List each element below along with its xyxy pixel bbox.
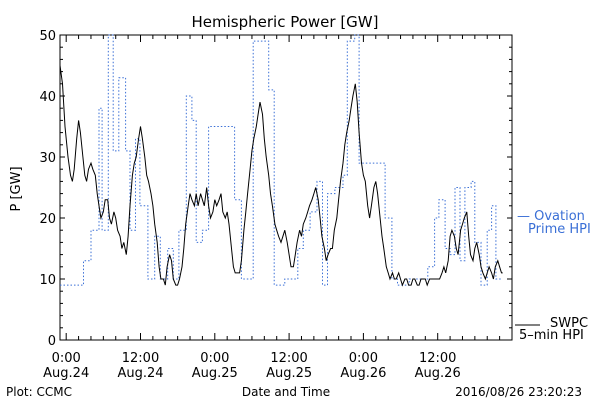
x-tick-time: 0:00	[52, 351, 81, 366]
x-tick-time: 0:00	[200, 351, 229, 366]
series-ovation-prime-hpi-line	[60, 34, 503, 286]
chart-title: Hemispheric Power [GW]	[192, 13, 379, 31]
legend-ovation-line2: Prime HPI	[528, 222, 591, 237]
legend-ovation-line1: — Ovation	[517, 209, 585, 224]
x-tick-time: 12:00	[270, 351, 307, 366]
y-axis-label: P [GW]	[9, 166, 24, 211]
footer-plot-credit: Plot: CCMC	[6, 385, 72, 399]
y-axis: 0 10 20 30 40 50	[39, 29, 512, 349]
plot-area	[59, 34, 513, 341]
series-swpc-hpi-line	[59, 65, 503, 287]
y-tick-label: 0	[48, 334, 56, 349]
x-axis-label: Date and Time	[242, 385, 330, 399]
y-tick-label: 10	[39, 273, 56, 288]
y-tick-label: 50	[39, 29, 56, 44]
x-tick-date: Aug.26	[340, 366, 386, 381]
legend: — Ovation Prime HPI SWPC 5–min HPI	[515, 209, 591, 343]
x-axis: 0:00Aug.2412:00Aug.240:00Aug.2512:00Aug.…	[43, 35, 501, 381]
x-tick-date: Aug.26	[415, 366, 461, 381]
plot-border	[59, 34, 513, 341]
y-tick-label: 40	[39, 90, 56, 105]
x-tick-time: 12:00	[419, 351, 456, 366]
x-tick-date: Aug.25	[192, 366, 238, 381]
x-tick-date: Aug.25	[266, 366, 312, 381]
footer-timestamp: 2016/08/26 23:20:23	[455, 385, 582, 399]
x-tick-time: 12:00	[122, 351, 159, 366]
legend-swpc-line1: SWPC	[550, 316, 588, 331]
y-tick-label: 30	[39, 151, 56, 166]
x-tick-date: Aug.24	[43, 366, 89, 381]
y-tick-label: 20	[39, 212, 56, 227]
series-layer	[59, 34, 503, 287]
x-tick-date: Aug.24	[117, 366, 163, 381]
legend-swpc-line2: 5–min HPI	[519, 328, 584, 343]
x-tick-time: 0:00	[349, 351, 378, 366]
